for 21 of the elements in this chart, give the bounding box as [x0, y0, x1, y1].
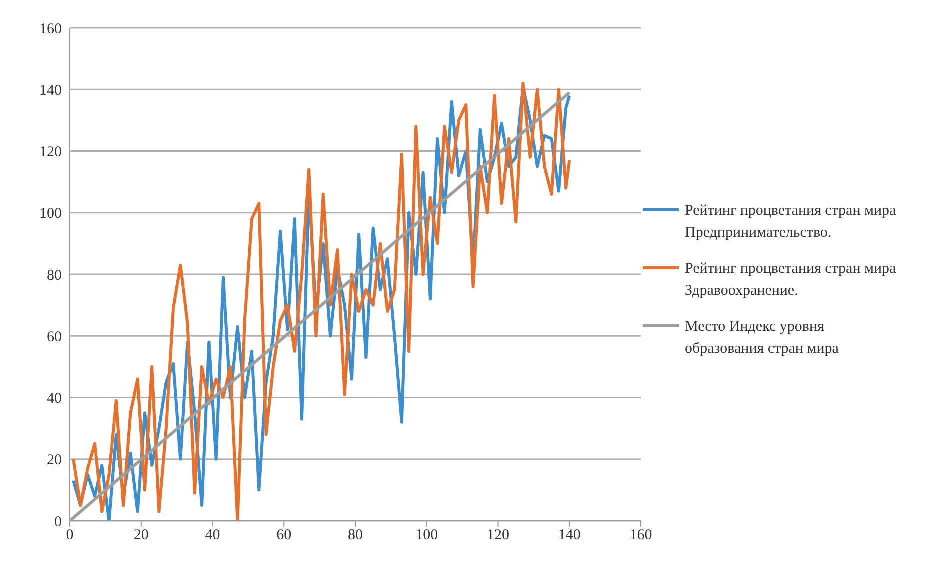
legend-label: Рейтинг процветания стран мира Предпринимательство. [685, 202, 898, 242]
x-tick-label: 160 [630, 528, 652, 544]
x-tick-label: 140 [558, 528, 581, 544]
y-tick-label: 140 [40, 82, 62, 99]
y-tick-label: 120 [40, 144, 62, 161]
y-tick-label: 0 [54, 514, 62, 530]
x-tick-label: 20 [134, 528, 149, 544]
y-tick-label: 20 [47, 452, 62, 469]
x-tick-label: 40 [205, 528, 220, 544]
x-tick-label: 60 [276, 528, 292, 544]
legend-label: Рейтинг процветания стран мира Здравоохранение. [685, 260, 898, 300]
y-tick-label: 160 [40, 21, 62, 38]
x-tick-label: 100 [416, 528, 438, 544]
y-tick-label: 100 [40, 206, 62, 222]
y-tick-label: 80 [47, 268, 62, 284]
x-tick-label: 120 [487, 528, 510, 544]
y-tick-label: 40 [47, 391, 62, 408]
legend-label: Место Индекс уровня образования стран мира [685, 318, 840, 358]
x-tick-label: 80 [348, 528, 363, 544]
x-tick-label: 0 [66, 528, 74, 544]
y-tick-label: 60 [47, 329, 62, 346]
